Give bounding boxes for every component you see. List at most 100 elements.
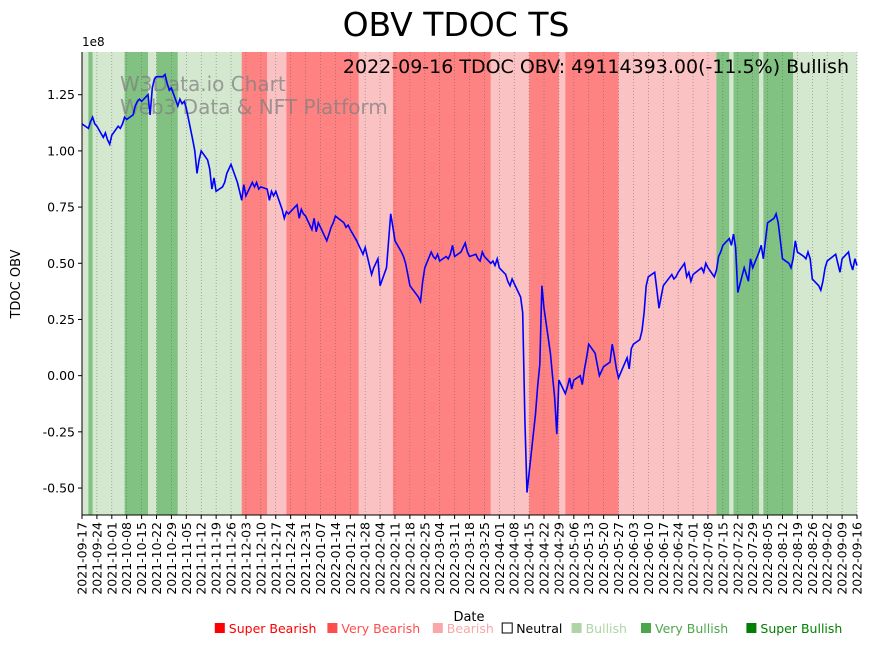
x-tick-label: 2021-10-22	[149, 522, 164, 595]
x-tick-label: 2021-10-01	[104, 522, 119, 595]
legend-label: Neutral	[516, 621, 562, 636]
x-tick-label: 2022-08-19	[790, 522, 805, 595]
x-tick-label: 2022-04-29	[551, 522, 566, 595]
x-tick-label: 2022-09-09	[835, 522, 850, 595]
x-tick-label: 2022-07-08	[701, 522, 716, 595]
regime-band-bullish	[808, 52, 857, 515]
x-tick-label: 2022-07-22	[730, 522, 745, 595]
chart-title: OBV TDOC TS	[343, 5, 570, 44]
legend-swatch	[571, 623, 582, 633]
x-tick-label: 2021-11-12	[194, 522, 209, 595]
x-tick-label: 2021-10-29	[164, 522, 179, 595]
regime-band-bearish	[558, 52, 566, 515]
x-tick-label: 2022-07-01	[686, 522, 701, 595]
regime-band-bullish	[759, 52, 764, 515]
x-tick-label: 2022-05-06	[566, 522, 581, 595]
y-axis-label: TDOC OBV	[9, 249, 24, 319]
legend-swatch	[501, 622, 513, 634]
legend-label: Very Bearish	[341, 621, 420, 636]
x-tick-label: 2022-02-18	[402, 522, 417, 595]
x-tick-label: 2022-07-29	[745, 522, 760, 595]
legend-swatch	[746, 623, 757, 633]
x-tick-label: 2022-04-15	[522, 522, 537, 595]
x-tick-label: 2021-12-31	[298, 522, 313, 595]
x-tick-label: 2021-11-19	[209, 522, 224, 595]
legend-label: Bullish	[586, 621, 627, 636]
regime-band-bullish	[177, 52, 197, 515]
regime-band-very_bearish	[286, 52, 359, 515]
x-tick-label: 2021-09-24	[89, 522, 104, 595]
x-tick-label: 2021-10-15	[134, 522, 149, 595]
y-multiplier-label: 1e8	[82, 35, 105, 49]
x-tick-label: 2021-12-24	[283, 522, 298, 595]
x-tick-label: 2022-04-08	[507, 522, 522, 595]
x-tick-label: 2022-03-18	[462, 522, 477, 595]
watermark-line-1: W3Data.io Chart	[120, 72, 286, 96]
regime-band-bearish	[358, 52, 393, 515]
x-tick-label: 2021-11-05	[179, 522, 194, 595]
y-tick-label: 0.50	[47, 256, 75, 271]
x-tick-label: 2022-08-05	[760, 522, 775, 595]
x-tick-label: 2022-06-17	[656, 522, 671, 595]
regime-band-bullish	[793, 52, 809, 515]
regime-band-bullish	[196, 52, 242, 515]
regime-band-bullish	[82, 52, 89, 515]
legend: Super Bearish Very Bearish Bearish Neutral B…	[214, 621, 842, 636]
x-tick-label: 2021-10-08	[119, 522, 134, 595]
regime-band-very_bullish	[763, 52, 794, 515]
legend-swatch	[641, 623, 651, 633]
watermark: W3Data.io Chart Web3 Data & NFT Platform	[120, 72, 388, 119]
regime-band-very_bullish	[124, 52, 149, 515]
y-tick-label: 1.00	[47, 143, 75, 158]
x-tick-label: 2022-02-11	[388, 522, 403, 595]
legend-swatch	[432, 623, 443, 633]
regime-band-bullish	[92, 52, 125, 515]
x-tick-label: 2022-04-22	[537, 522, 552, 595]
x-tick-label: 2022-05-20	[596, 522, 611, 595]
x-tick-label: 2022-06-24	[671, 522, 686, 595]
x-tick-label: 2022-04-01	[492, 522, 507, 595]
x-tick-label: 2022-06-03	[626, 522, 641, 595]
y-tick-label: 0.25	[47, 312, 75, 327]
x-tick-label: 2022-01-28	[358, 522, 373, 595]
obv-series-line	[81, 72, 858, 493]
y-tick-label: 0.00	[47, 368, 75, 383]
x-tick-label: 2022-08-26	[805, 522, 820, 595]
regime-band-very_bearish	[392, 52, 491, 515]
regime-band-bullish	[148, 52, 157, 515]
legend-swatch	[327, 623, 338, 633]
x-axis-label: Date	[453, 610, 484, 625]
x-tick-label: 2021-12-03	[238, 522, 253, 595]
legend-label: Very Bullish	[655, 621, 728, 636]
chart-annotation: 2022-09-16 TDOC OBV: 49114393.00(-11.5%)…	[343, 56, 849, 78]
x-tick-label: 2022-09-02	[820, 522, 835, 595]
x-tick-label: 2021-11-26	[224, 522, 239, 595]
x-tick-label: 2022-06-10	[641, 522, 656, 595]
x-tick-label: 2022-07-15	[715, 522, 730, 595]
x-tick-label: 2021-12-17	[268, 522, 283, 595]
x-tick-label: 2022-09-16	[850, 522, 865, 595]
regime-band-very_bearish	[241, 52, 268, 515]
regime-band-very_bullish	[88, 52, 93, 515]
regime-band-very_bullish	[156, 52, 178, 515]
x-tick-label: 2021-09-17	[75, 522, 90, 595]
x-tick-label: 2022-01-21	[343, 522, 358, 595]
y-tick-label: -0.25	[43, 424, 75, 439]
x-ticks: 2021-09-17 2021-09-24 2021-10-01 2021-10-08…	[75, 515, 865, 595]
x-tick-label: 2022-02-25	[417, 522, 432, 595]
x-tick-label: 2021-12-10	[253, 522, 268, 595]
x-tick-label: 2022-03-11	[447, 522, 462, 595]
y-ticks: -0.50 -0.25 0.00 0.25 0.50 0.75 1.00 1.25	[43, 87, 82, 496]
x-tick-label: 2022-01-14	[328, 522, 343, 595]
legend-swatch	[214, 623, 225, 633]
watermark-line-2: Web3 Data & NFT Platform	[120, 95, 388, 119]
legend-label: Super Bullish	[760, 621, 842, 636]
legend-label: Super Bearish	[229, 621, 317, 636]
x-tick-label: 2022-01-07	[313, 522, 328, 595]
regime-band-bearish	[267, 52, 287, 515]
x-tick-label: 2022-03-04	[432, 522, 447, 595]
regime-band-bearish	[618, 52, 717, 515]
grid-lines	[81, 52, 858, 515]
regime-band-very_bearish	[565, 52, 619, 515]
